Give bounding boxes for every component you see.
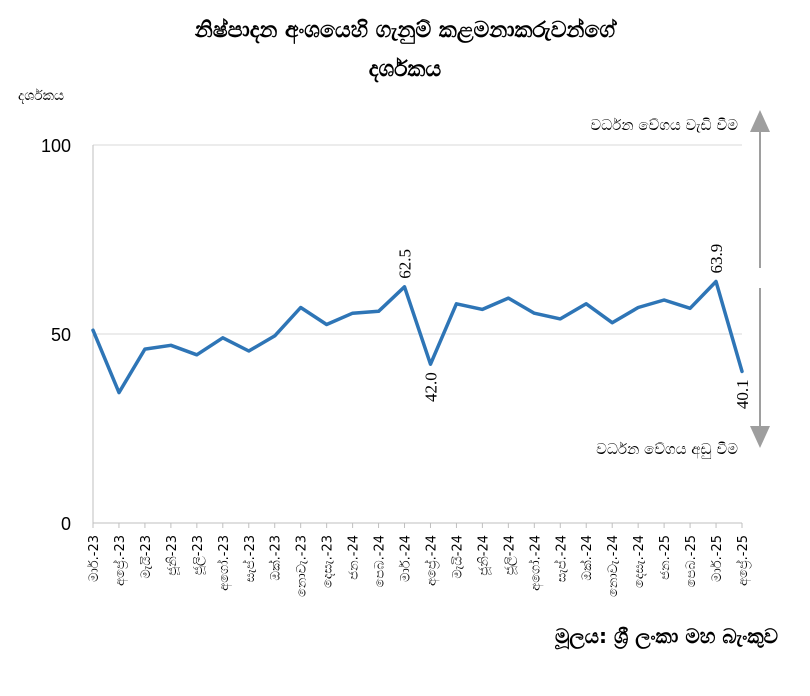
x-tick-label: මාර්.-25: [709, 535, 725, 582]
x-tick-label: මැයි-23: [139, 535, 154, 579]
y-tick-label-50: 50: [51, 325, 71, 345]
source-note: මූලය: ශ්‍රී ලංකා මහ බැංකුව: [554, 624, 778, 648]
x-tick-label: අප්‍රේ.-23: [112, 535, 128, 586]
x-tick-label: ඔක්.-24: [579, 535, 595, 581]
labels: 0 50 100 මාර්.-23 අප්‍රේ.-23 මැයි-23 ජූනි-23 ජූ…: [41, 116, 752, 597]
data-label: 63.9: [707, 244, 726, 274]
x-tick-label: ජන.-24: [347, 535, 362, 580]
x-tick-label: දෙසැ.-23: [321, 535, 336, 588]
data-label: 62.5: [396, 249, 415, 279]
chart-title-line-2: දර්ශකය: [368, 57, 442, 82]
x-tick-label: නොවැ.-24: [606, 535, 621, 597]
x-tick-label: මාර්.-24: [398, 535, 414, 582]
down-arrow-head: [750, 426, 770, 448]
axes: [92, 145, 743, 528]
x-tick-label: සැප්.-24: [553, 535, 569, 582]
trend-arrows: [750, 110, 770, 448]
x-tick-label: මැයි-24: [450, 535, 465, 579]
x-tick-label: පෙබ.-24: [373, 535, 388, 587]
annotation-decrease: වර්ධන වේගය අඩු වීම: [596, 440, 738, 459]
gridlines: [93, 144, 742, 335]
x-tick-label: ජූනි-24: [476, 535, 491, 576]
chart-title-line-1: නිෂ්පාදන අංශයෙහි ගැනුම් කළමනාකරුවන්ගේ: [194, 18, 616, 43]
x-tick-label: අගෝ.-23: [216, 535, 232, 591]
x-tick-label: දෙසැ.-24: [632, 535, 647, 588]
y-tick-label-0: 0: [61, 514, 71, 534]
data-label: 40.1: [733, 379, 752, 409]
y-tick-label-100: 100: [41, 136, 71, 156]
series-line: [91, 279, 744, 395]
x-tick-label: ඔක්.-23: [268, 535, 284, 581]
annotation-increase: වර්ධන වේගය වැඩි වීම: [590, 116, 738, 134]
x-tick-label: අගෝ.-24: [527, 535, 543, 591]
x-tick-label: අප්‍රේ.-24: [423, 535, 439, 586]
up-arrow-head: [750, 110, 770, 132]
x-tick-label: ජූලි-24: [502, 535, 517, 575]
x-tick-label: ජන.-25: [658, 535, 673, 580]
data-label: 42.0: [421, 372, 440, 402]
x-tick-label: නොවැ.-23: [295, 535, 310, 597]
x-tick-label: ජූලි-23: [191, 535, 206, 575]
y-axis-label: දර්ශකය: [18, 88, 65, 104]
series: [91, 279, 744, 395]
x-tick-label: අප්‍රේ.-25: [735, 535, 751, 586]
x-tick-label: පෙබ.-25: [684, 535, 699, 587]
x-tick-label: මාර්.-23: [86, 535, 102, 582]
x-tick-label: සැප්.-23: [242, 535, 258, 582]
x-tick-label: ජූනි-23: [165, 535, 180, 576]
